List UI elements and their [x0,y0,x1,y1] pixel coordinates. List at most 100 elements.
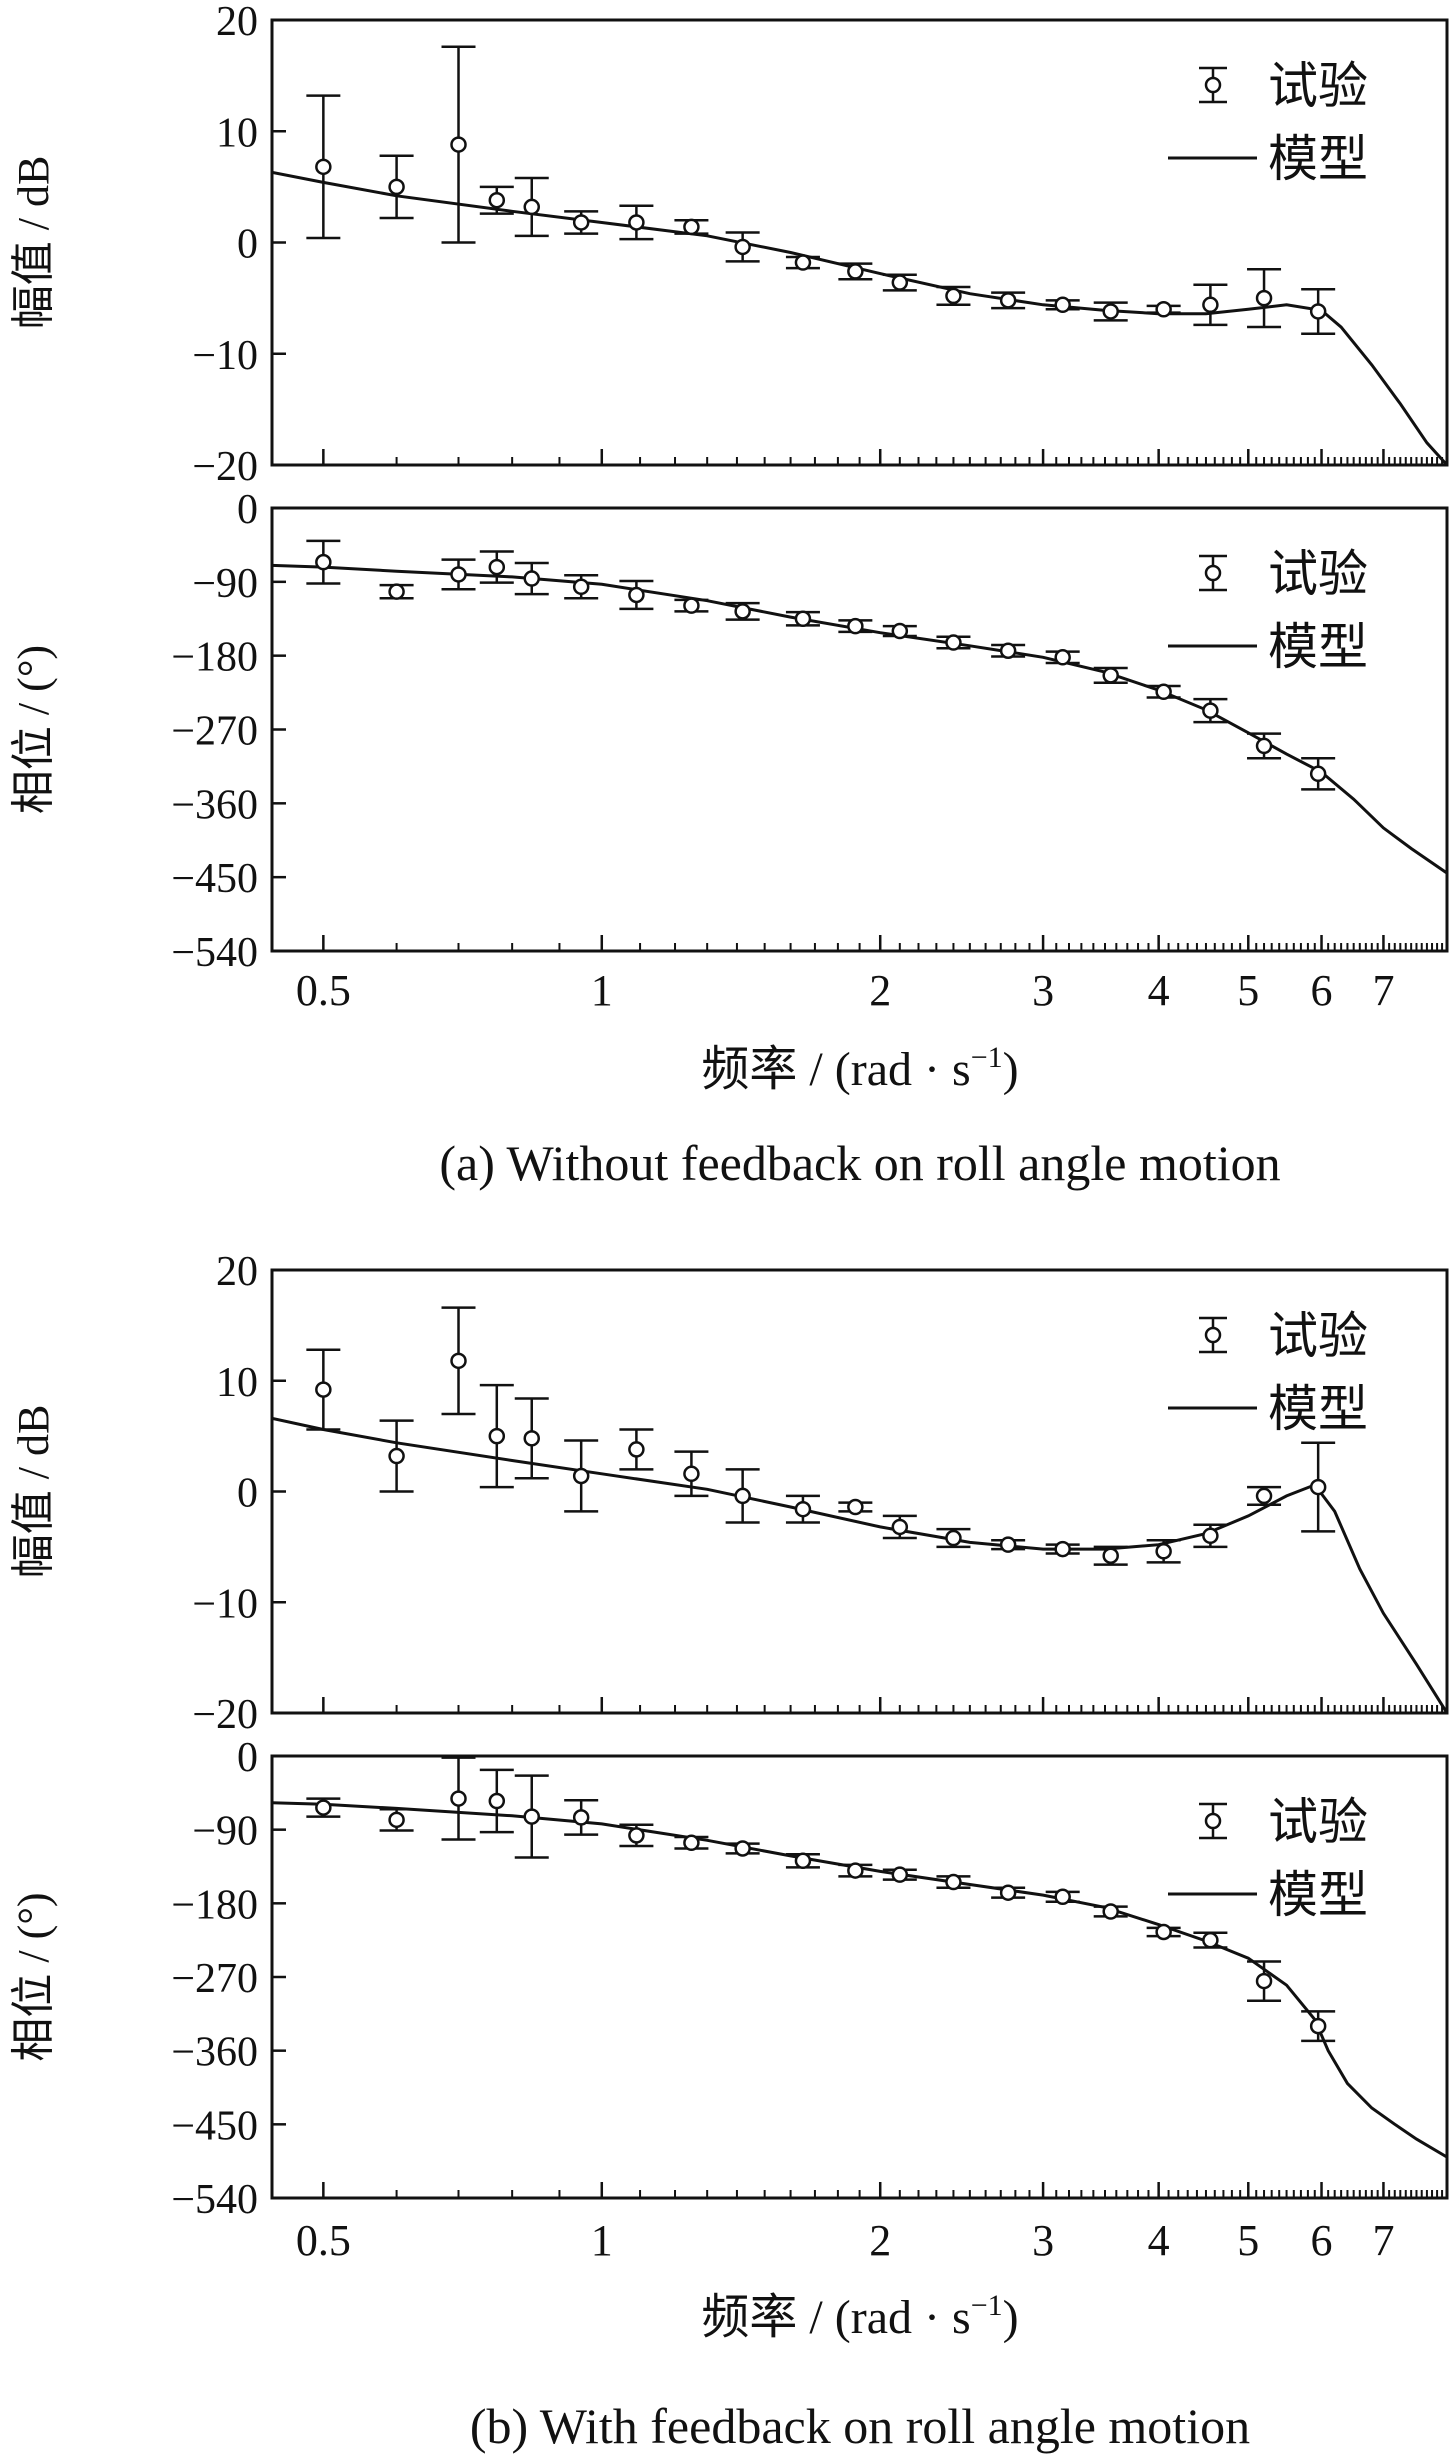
error-bar [379,583,414,600]
error-bar [838,617,873,635]
error-bar [619,1823,654,1848]
x-tick-label: 3 [1032,966,1054,1015]
error-bar [674,218,709,236]
error-bar [725,231,760,263]
data-point [388,178,405,196]
error-bar [1146,301,1181,318]
data-point [1255,1972,1273,1990]
x-tick-label: 1 [591,966,613,1015]
error-bar [1093,1903,1128,1920]
error-bar [785,254,820,271]
data-point [523,570,540,587]
error-bar [1193,283,1228,327]
error-bar [514,176,549,238]
data-point [1155,1543,1172,1560]
legend-label-model: 模型 [1268,1381,1368,1437]
x-tick-label: 7 [1372,2216,1394,2265]
data-point [488,558,506,576]
legend-marker [1204,76,1222,94]
error-bar [479,1383,514,1489]
data-point [1309,1478,1327,1496]
y-tick-label: −540 [171,930,258,976]
x-axis-label-exponent: −1 [971,1041,1003,1074]
error-bar [514,561,549,596]
data-point [794,1500,812,1518]
data-point [999,1536,1017,1553]
error-bar [1247,267,1282,329]
model-curve [272,563,1447,875]
error-bar [1301,756,1336,791]
x-tick-label: 6 [1311,2216,1333,2265]
error-bar [619,579,654,611]
data-point [1255,289,1273,307]
data-point [572,214,590,231]
model-curve [272,1801,1447,2159]
data-point [1202,1931,1219,1949]
data-point [794,610,812,627]
x-tick-label: 7 [1372,966,1394,1015]
data-point [891,274,909,291]
y-tick-label: −90 [192,1809,258,1855]
error-bar [882,273,917,292]
data-point [315,1799,332,1816]
error-bar [882,1514,917,1540]
data-point [734,1840,751,1857]
data-point [1102,1547,1119,1564]
x-tick-label: 0.5 [296,2216,351,2265]
error-bar [514,1397,549,1480]
error-bar [564,574,599,600]
data-point [572,578,590,596]
error-bar [619,1428,654,1471]
error-bar [379,154,414,220]
error-bar [1247,1960,1282,2002]
y-tick-label: 0 [237,1471,258,1517]
data-point [999,292,1017,309]
data-point [388,1811,405,1829]
error-bar [1045,1888,1080,1906]
y-tick-label: −450 [171,2103,258,2149]
error-bar [1146,1923,1181,1941]
error-bar [1146,683,1181,701]
x-axis-label-exponent: −1 [971,2289,1003,2322]
error-bar [936,1873,971,1891]
legend-label-model: 模型 [1268,1867,1368,1923]
data-point [1202,702,1219,719]
data-point [847,1862,864,1879]
x-axis-label-close: ) [1003,2291,1019,2344]
data-point [1309,303,1327,320]
y-tick-label: −360 [171,782,258,828]
data-point [734,603,751,620]
data-point [628,586,645,604]
data-point [315,158,332,176]
data-point [628,1441,645,1458]
y-tick-label: −180 [171,1882,258,1928]
error-bar [441,1756,476,1841]
data-point [523,1808,540,1825]
x-axis-label-main: 频率 / (rad · s [701,1043,970,1096]
data-point [1202,1527,1219,1545]
error-bar [936,285,971,307]
error-bar [514,1774,549,1859]
error-bar [479,185,514,215]
x-tick-label: 0.5 [296,966,351,1015]
data-point [734,238,751,256]
data-point [450,566,467,583]
error-bar [479,550,514,584]
error-bar [479,1768,514,1834]
model-curve [272,1416,1447,1713]
error-bar [674,1450,709,1498]
error-bar [1193,1931,1228,1949]
data-point [683,1834,700,1852]
y-tick-label: 0 [237,1735,258,1781]
error-bar [674,1834,709,1852]
data-point [945,634,962,651]
data-point [683,597,700,614]
legend-label-test: 试验 [1268,58,1368,114]
data-point [1155,301,1172,318]
legend-label-test: 试验 [1268,1794,1368,1850]
legend-marker [1204,1326,1222,1344]
legend-label-model: 模型 [1268,619,1368,675]
